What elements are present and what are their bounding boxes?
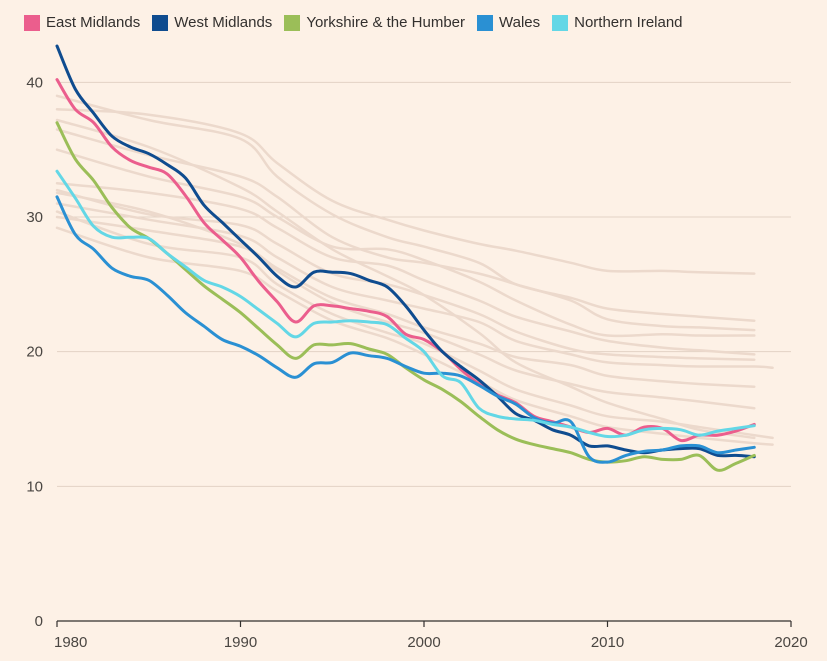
legend-label: Northern Ireland xyxy=(574,14,683,31)
background-series-line xyxy=(55,182,756,356)
legend-item-yorkshire-and-the-humber: Yorkshire & the Humber xyxy=(284,14,465,31)
background-series-line xyxy=(55,215,756,388)
y-tick-label: 10 xyxy=(26,478,43,495)
x-tick-label: 2000 xyxy=(407,634,440,651)
legend-label: Yorkshire & the Humber xyxy=(306,14,465,31)
legend-item-northern-ireland: Northern Ireland xyxy=(552,14,683,31)
series-lines xyxy=(55,44,756,472)
y-axis-ticks: 0 10 20 30 40 xyxy=(26,74,43,630)
legend-item-wales: Wales xyxy=(477,14,540,31)
series-line-wales xyxy=(55,195,756,464)
y-tick-label: 0 xyxy=(35,613,43,630)
series-line-east-midlands xyxy=(55,78,756,443)
legend-swatch xyxy=(477,14,493,31)
legend-label: West Midlands xyxy=(174,14,273,31)
y-tick-label: 30 xyxy=(26,209,43,226)
legend-swatch xyxy=(284,14,301,31)
background-series-line xyxy=(55,94,756,322)
background-series-lines xyxy=(55,94,774,446)
legend-item-east-midlands: East Midlands xyxy=(24,14,140,31)
legend-swatch xyxy=(552,14,569,31)
legend-label: Wales xyxy=(499,14,541,31)
background-series-line xyxy=(55,108,756,275)
series-line-yorkshire-and-the-humber xyxy=(55,121,756,472)
x-axis: 1980 1990 2000 2010 2020 xyxy=(54,620,808,651)
background-series-line xyxy=(55,191,756,410)
x-tick-label: 2010 xyxy=(591,634,624,651)
background-series-line xyxy=(55,118,756,440)
x-tick-label: 1990 xyxy=(224,634,257,651)
background-series-line xyxy=(55,188,756,361)
x-tick-label: 1980 xyxy=(54,634,87,651)
legend-swatch xyxy=(152,14,169,31)
y-tick-label: 20 xyxy=(26,344,43,361)
y-tick-label: 40 xyxy=(26,74,43,91)
legend-label: East Midlands xyxy=(46,14,141,31)
background-series-line xyxy=(55,148,756,338)
legend-swatch xyxy=(24,14,40,31)
legend-item-west-midlands: West Midlands xyxy=(152,14,272,31)
series-line-northern-ireland xyxy=(55,169,756,439)
x-tick-label: 2020 xyxy=(774,634,807,651)
chart-legend: East Midlands West Midlands Yorkshire & th… xyxy=(24,14,683,31)
background-series-line xyxy=(55,202,774,370)
